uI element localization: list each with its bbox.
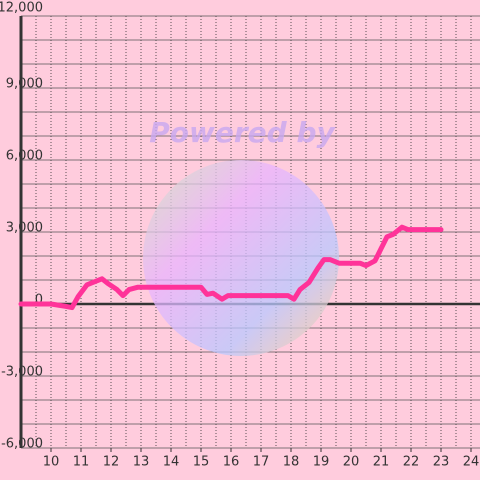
watermark-text: Powered by <box>149 116 336 149</box>
y-tick-label: 9,000 <box>6 77 43 92</box>
x-tick-label: 22 <box>403 455 420 470</box>
x-tick-label: 13 <box>133 455 150 470</box>
x-tick-label: 14 <box>163 455 180 470</box>
x-tick-label: 12 <box>103 455 120 470</box>
watermark-logo <box>143 160 339 356</box>
x-tick-label: 15 <box>193 455 210 470</box>
x-tick-label: 16 <box>223 455 240 470</box>
x-tick-label: 18 <box>283 455 300 470</box>
x-tick-label: 10 <box>43 455 60 470</box>
x-tick-label: 23 <box>433 455 450 470</box>
y-tick-label: 3,000 <box>6 221 43 236</box>
x-tick-label: 11 <box>73 455 90 470</box>
x-tick-label: 17 <box>253 455 270 470</box>
y-tick-label: 12,000 <box>0 1 43 16</box>
x-tick-label: 21 <box>373 455 390 470</box>
y-tick-label: 6,000 <box>6 149 43 164</box>
line-series <box>18 224 444 311</box>
x-tick-label: 20 <box>343 455 360 470</box>
y-tick-label: 0 <box>35 293 43 308</box>
x-tick-label: 19 <box>313 455 330 470</box>
x-tick-label: 24 <box>463 455 480 470</box>
